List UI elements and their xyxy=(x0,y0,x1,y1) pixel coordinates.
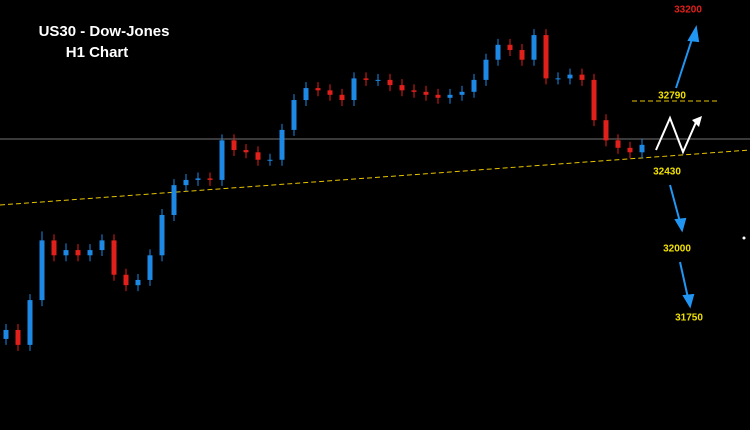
arrow-head xyxy=(682,293,695,309)
candle-body xyxy=(351,78,357,101)
arrow xyxy=(669,184,681,223)
candle-body xyxy=(195,178,201,180)
level-label: 33200 xyxy=(674,5,702,16)
candle-body xyxy=(279,129,285,160)
candle-body xyxy=(255,152,261,160)
candle-body xyxy=(507,44,513,51)
candle-body xyxy=(219,140,225,180)
level-label: 31750 xyxy=(675,313,703,324)
arrows xyxy=(669,25,700,309)
candle-body xyxy=(327,90,333,95)
chart-subtitle: H1 Chart xyxy=(66,44,129,61)
candle-body xyxy=(27,300,33,345)
arrow-head xyxy=(674,217,687,233)
candle-body xyxy=(135,279,141,286)
candle-body xyxy=(567,74,573,79)
candle-body xyxy=(483,59,489,80)
candle-body xyxy=(555,78,561,80)
candle-body xyxy=(339,94,345,101)
arrow-head xyxy=(687,25,700,43)
candle-body xyxy=(639,144,645,153)
candle-body xyxy=(243,150,249,153)
candle-body xyxy=(471,79,477,92)
candle-body xyxy=(63,250,69,256)
candle-body xyxy=(435,94,441,98)
candle-body xyxy=(39,240,45,301)
candle-body xyxy=(615,140,621,148)
candle-body xyxy=(111,240,117,275)
candle-body xyxy=(423,91,429,95)
arrow xyxy=(679,261,689,299)
zigzag xyxy=(655,115,698,155)
candle-body xyxy=(411,90,417,92)
candle-body xyxy=(207,178,213,180)
candle-body xyxy=(495,44,501,60)
candle-body xyxy=(87,250,93,256)
dot xyxy=(742,236,746,240)
candle-body xyxy=(579,74,585,80)
candle-body xyxy=(447,94,453,98)
trend-line xyxy=(0,149,750,206)
level-label: 32430 xyxy=(653,167,681,178)
candle-body xyxy=(147,255,153,280)
candle-body xyxy=(519,50,525,60)
candle-body xyxy=(399,85,405,91)
chart-title: US30 - Dow-Jones xyxy=(39,23,170,40)
candle-body xyxy=(459,91,465,95)
candle-body xyxy=(303,88,309,101)
candle-body xyxy=(3,329,9,339)
candle-body xyxy=(291,100,297,130)
arrow xyxy=(675,35,694,89)
candle-body xyxy=(123,274,129,286)
candle-body xyxy=(267,159,273,161)
candle-body xyxy=(75,250,81,256)
candle-body xyxy=(183,179,189,186)
candle-body xyxy=(363,78,369,80)
candle-body xyxy=(99,240,105,251)
candles xyxy=(3,29,645,351)
candle-body xyxy=(51,240,57,256)
candle-body xyxy=(159,215,165,256)
candle-body xyxy=(543,35,549,79)
candle-body xyxy=(531,35,537,60)
level-label: 32000 xyxy=(663,244,691,255)
zigzag-head xyxy=(692,116,702,127)
candle-body xyxy=(171,185,177,215)
candle-body xyxy=(603,120,609,141)
candle-body xyxy=(627,147,633,153)
level-label: 32790 xyxy=(658,91,686,102)
candle-body xyxy=(387,79,393,86)
candle-body xyxy=(15,329,21,345)
candle-body xyxy=(315,88,321,91)
candle-body xyxy=(375,79,381,81)
candle-body xyxy=(591,79,597,121)
candle-body xyxy=(231,140,237,151)
